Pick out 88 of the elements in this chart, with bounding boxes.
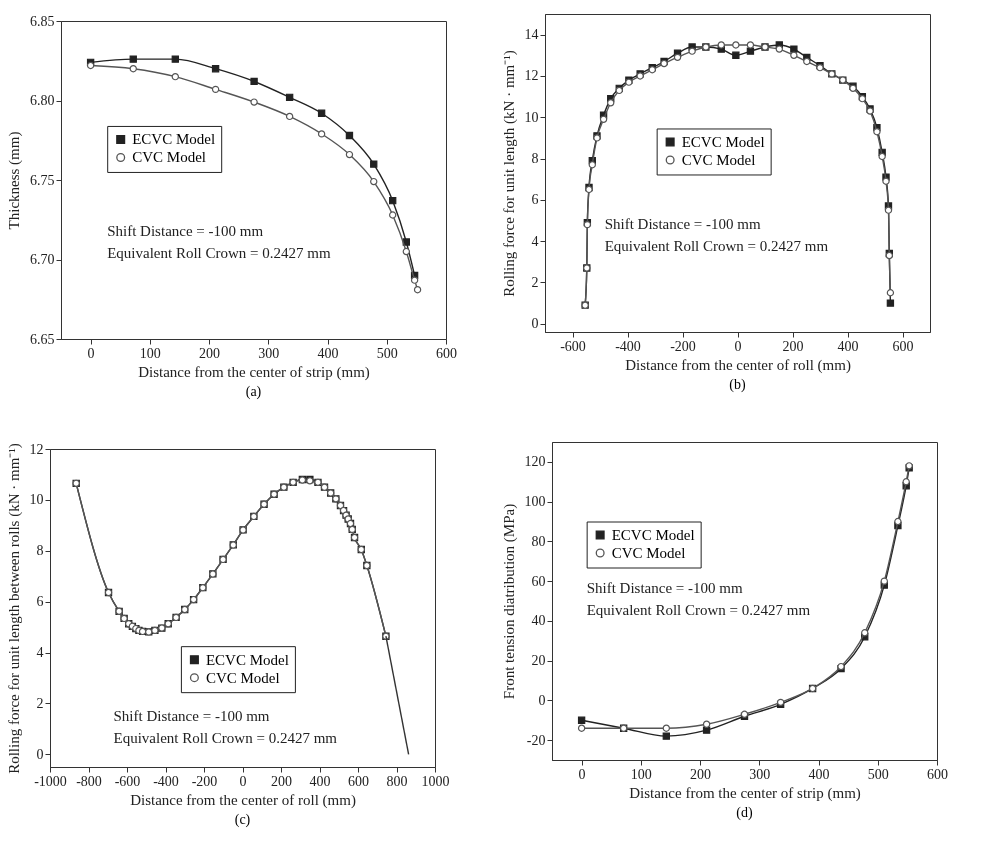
x-axis-title: Distance from the center of strip (mm) <box>138 363 370 381</box>
x-tick-label: 600 <box>927 766 948 782</box>
y-tick-label: 8 <box>36 543 44 559</box>
x-tick-label: 400 <box>317 345 339 361</box>
text: (c) <box>234 812 251 828</box>
x-tick-label: 300 <box>258 345 280 361</box>
y-tick-label: 6.75 <box>30 172 55 188</box>
legend-label: ECVC Model <box>205 651 289 668</box>
x-axis-title: Distance from the center of strip (mm) <box>629 784 861 802</box>
y-tick-label: 120 <box>524 454 546 470</box>
x-tick-label: 100 <box>139 345 161 361</box>
x-tick-label: 400 <box>309 773 331 789</box>
text: (d) <box>736 805 753 821</box>
y-tick-label: 6.65 <box>30 331 55 347</box>
y-tick-label: 4 <box>36 645 44 661</box>
y-tick-label: 6.85 <box>30 13 55 29</box>
x-tick-label: -1000 <box>34 773 67 789</box>
x-tick-label: -800 <box>76 773 102 789</box>
x-tick-label: -400 <box>615 338 641 354</box>
y-tick-label: 10 <box>29 492 44 508</box>
x-tick-label: 0 <box>578 766 586 782</box>
legend-label: CVC Model <box>205 669 280 686</box>
x-tick-label: 0 <box>87 345 95 361</box>
y-axis-title: Rolling force for unit length (kN · mm⁻¹) <box>500 50 518 297</box>
y-tick-label: 2 <box>36 695 44 711</box>
y-tick-label: 8 <box>531 151 539 167</box>
x-tick-label: 500 <box>376 345 398 361</box>
y-tick-label: 0 <box>538 692 546 708</box>
y-tick-label: -20 <box>526 732 546 748</box>
y-tick-label: 2 <box>531 274 539 290</box>
annotation: Shift Distance = -100 mm <box>113 708 270 725</box>
x-tick-label: 500 <box>867 766 889 782</box>
y-axis-title: Rolling force for unit length between rolls (kN · mm⁻¹) <box>5 443 23 774</box>
x-tick-label: -200 <box>670 338 696 354</box>
x-tick-label: 300 <box>749 766 771 782</box>
x-tick-label: 400 <box>808 766 830 782</box>
annotation: Shift Distance = -100 mm <box>586 580 743 597</box>
annotation: Equivalent Roll Crown = 0.2427 mm <box>604 237 829 254</box>
y-tick-label: 20 <box>531 653 546 669</box>
y-tick-label: 12 <box>524 68 539 84</box>
legend-label: CVC Model <box>132 149 206 166</box>
y-tick-label: 40 <box>531 613 546 629</box>
legend-label: ECVC Model <box>681 133 765 150</box>
x-tick-label: -200 <box>191 773 218 789</box>
legend-label: ECVC Model <box>611 527 695 543</box>
y-tick-label: 10 <box>524 109 539 125</box>
text: (b) <box>729 377 746 393</box>
y-tick-label: 6.70 <box>30 252 55 267</box>
y-tick-label: 14 <box>524 27 539 43</box>
y-tick-label: 60 <box>531 573 546 589</box>
y-tick-label: 6 <box>531 192 539 208</box>
annotation: Equivalent Roll Crown = 0.2427 mm <box>107 244 331 261</box>
x-axis-title: Distance from the center of roll (mm) <box>625 356 851 374</box>
text: (a) <box>245 384 262 400</box>
x-tick-label: 600 <box>436 345 457 361</box>
annotation: Shift Distance = -100 mm <box>604 215 761 232</box>
x-tick-label: 600 <box>892 338 914 354</box>
x-tick-label: 200 <box>782 338 804 354</box>
x-tick-label: -600 <box>560 338 586 354</box>
y-tick-label: 6 <box>36 594 44 610</box>
x-tick-label: 100 <box>630 766 652 782</box>
x-tick-label: 0 <box>734 338 742 354</box>
annotation: Equivalent Roll Crown = 0.2427 mm <box>586 602 811 619</box>
y-axis-title: Thickness (mm) <box>6 131 23 230</box>
x-tick-label: 1000 <box>421 773 450 789</box>
y-axis-title: Front tension diatribution (MPa) <box>500 503 518 700</box>
x-tick-label: 200 <box>690 766 712 782</box>
x-tick-label: 600 <box>348 773 369 789</box>
y-tick-label: 80 <box>531 533 546 549</box>
annotation: Equivalent Roll Crown = 0.2427 mm <box>113 730 338 747</box>
x-tick-label: 200 <box>199 345 221 361</box>
annotation: Shift Distance = -100 mm <box>107 222 264 239</box>
y-tick-label: 0 <box>36 746 44 762</box>
legend-label: CVC Model <box>611 545 686 561</box>
legend-label: CVC Model <box>681 151 756 168</box>
x-tick-label: 400 <box>837 338 859 354</box>
legend-label: ECVC Model <box>132 131 216 148</box>
x-tick-label: 200 <box>271 773 292 789</box>
y-tick-label: 0 <box>531 316 539 332</box>
y-tick-label: 100 <box>524 494 546 510</box>
x-tick-label: -400 <box>153 773 179 789</box>
y-tick-label: 4 <box>531 233 539 249</box>
x-tick-label: 0 <box>239 773 247 789</box>
y-tick-label: 12 <box>29 441 44 457</box>
x-axis-title: Distance from the center of roll (mm) <box>130 791 356 809</box>
x-tick-label: -600 <box>114 773 141 789</box>
y-tick-label: 6.80 <box>30 93 55 108</box>
x-tick-label: 800 <box>386 773 408 789</box>
